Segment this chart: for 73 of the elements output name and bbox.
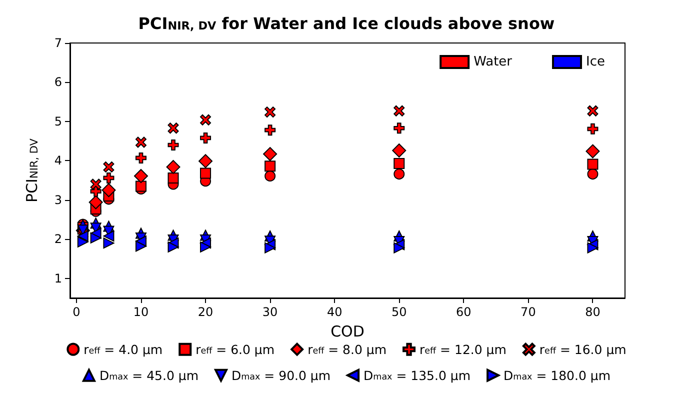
point [587,105,598,116]
y-tick-label: 2 [54,232,62,246]
legend-label: Dmax = 45.0 μm [99,368,199,383]
point [200,168,212,179]
chart-title: PCINIR, DV for Water and Ice clouds above snow [138,14,555,33]
point [102,183,116,198]
x-tick-label: 60 [456,305,472,319]
point [135,180,146,192]
point [587,158,598,170]
point [200,114,212,126]
point [166,160,180,174]
legend-label: reff = 16.0 μm [539,342,626,357]
x-tick-label: 0 [72,305,80,319]
point [168,140,179,150]
legend-label: Water [474,54,513,70]
point [103,230,114,242]
y-tick-label: 7 [54,36,62,50]
point [103,161,114,172]
point [200,132,212,144]
x-tick-label: 80 [585,305,600,319]
point [90,178,102,190]
point [135,152,146,164]
point [77,236,88,248]
point [587,123,598,134]
legend-label: reff = 6.0 μm [196,342,275,357]
point [392,143,406,158]
legend-label: Dmax = 180.0 μm [504,368,611,383]
point [263,147,278,162]
x-tick-label: 50 [391,305,407,319]
point [103,172,114,184]
point [394,168,405,180]
legend-label: Ice [586,54,606,70]
point [394,105,405,116]
point [168,172,179,184]
point [394,242,405,254]
y-tick-label: 4 [54,154,62,168]
point [394,122,405,134]
point [168,122,179,134]
point [103,238,114,249]
point [264,106,276,118]
point [587,242,598,254]
point [264,160,276,172]
legend-label: reff = 8.0 μm [308,342,387,357]
y-tick-label: 5 [54,114,62,128]
y-tick-label: 1 [54,271,62,286]
point [88,195,103,210]
legend-label: Dmax = 90.0 μm [232,368,331,383]
point [168,242,179,252]
y-tick-label: 3 [54,192,62,207]
x-tick-label: 10 [133,305,149,319]
y-axis-title: PCINIR, DV [22,138,41,202]
point [134,168,148,183]
point [90,232,102,244]
point [586,144,600,158]
point [264,124,276,136]
point [200,242,212,252]
legend-label: reff = 12.0 μm [420,342,506,357]
x-tick-label: 40 [326,305,342,319]
point [135,136,146,148]
point [264,170,276,182]
legend-label: Dmax = 135.0 μm [364,368,471,383]
x-tick-label: 30 [262,305,278,319]
point [135,240,146,252]
x-tick-label: 20 [198,305,214,319]
point [264,242,276,254]
point [77,230,88,242]
y-tick-label: 6 [54,75,62,90]
point [394,158,405,169]
legend-label: reff = 4.0 μm [84,342,163,357]
point [587,168,598,180]
point [198,154,213,168]
x-axis-title: COD [330,322,364,340]
x-tick-label: 70 [520,305,536,319]
